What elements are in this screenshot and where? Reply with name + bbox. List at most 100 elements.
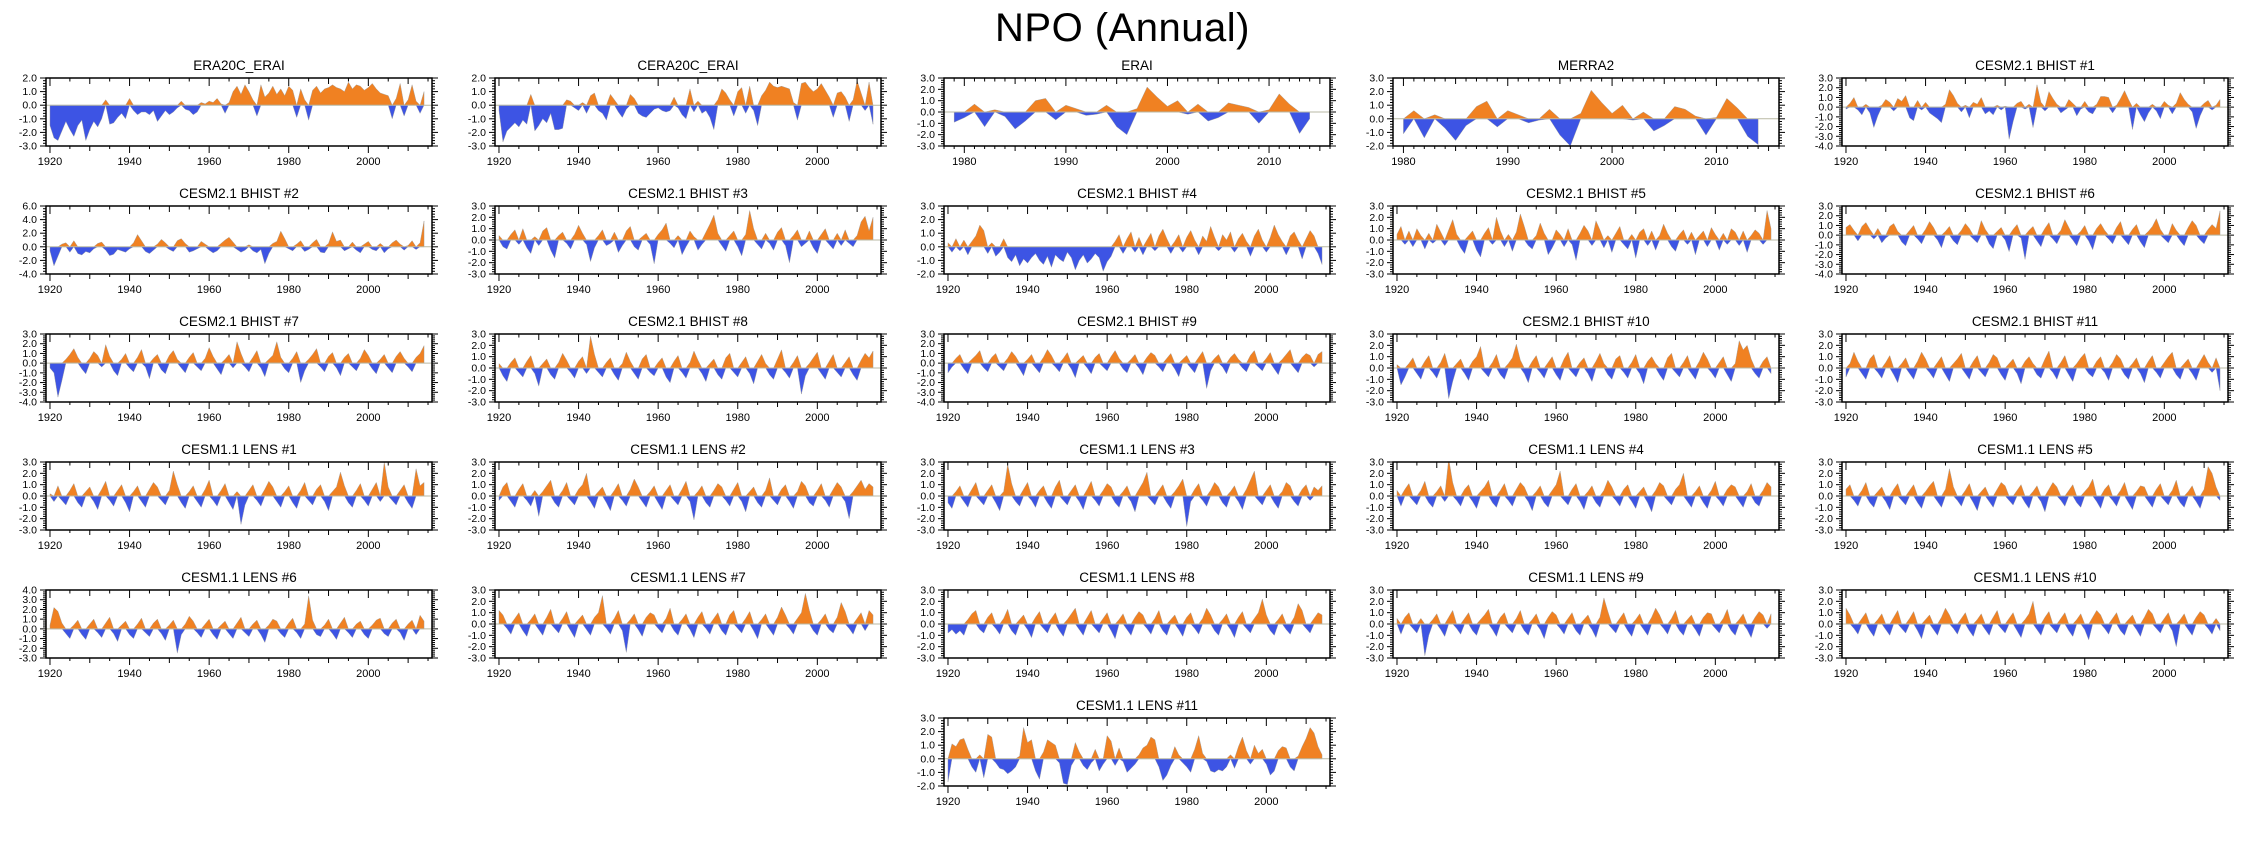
x-axis-tick-label: 1980: [2073, 668, 2097, 680]
x-axis-tick-label: 1980: [2073, 540, 2097, 552]
y-axis-tick-label: 0.0: [22, 358, 37, 370]
x-axis-tick-label: 2000: [1254, 540, 1278, 552]
x-axis-tick-label: 2000: [1703, 668, 1727, 680]
y-axis-tick-label: -2.0: [19, 255, 37, 267]
y-axis-tick-label: 1.0: [920, 479, 935, 491]
y-axis-tick-label: -3.0: [1366, 397, 1384, 409]
positive-anomaly-area: [1402, 89, 1759, 120]
negative-anomaly-area: [1845, 623, 2221, 647]
y-axis-tick-label: 0.0: [471, 619, 486, 631]
positive-anomaly-area: [498, 472, 874, 497]
y-axis-tick-label: 0.0: [1369, 113, 1384, 125]
panel-cesm1-1-lens-1: -3.0 -2.0 -1.0 0.0 1.0 2.0 3.0 1920 1940 1960 1980…: [0, 440, 449, 566]
axis-ticks: [1836, 333, 2234, 409]
x-axis-tick-label: 2010: [1257, 156, 1281, 168]
timeseries-plot: -3.0 -2.0 -1.00.0 1.02.0 1920 1940 1960 1980 200…: [468, 58, 887, 168]
y-axis-tick-label: 0.0: [1818, 102, 1833, 114]
x-axis-tick-label: 1940: [1015, 796, 1039, 808]
x-axis-tick-label: 1920: [936, 668, 960, 680]
x-axis-tick-label: 1920: [1834, 540, 1858, 552]
y-axis-tick-label: -3.0: [19, 525, 37, 537]
x-axis-tick-label: 1980: [277, 156, 301, 168]
y-axis-tick-label: -3.0: [1815, 259, 1833, 271]
axis-ticks: [1387, 333, 1785, 409]
x-axis-tick-label: 1960: [1544, 668, 1568, 680]
plot-border: [943, 333, 1331, 403]
x-axis-tick-label: 1980: [1175, 668, 1199, 680]
y-axis-tick-label: -2.0: [917, 377, 935, 389]
y-axis-tick-label: 2.0: [920, 338, 935, 350]
panel-title: ERAI: [1121, 58, 1153, 73]
positive-anomaly-area: [954, 86, 1310, 113]
y-axis-tick-label: -2.0: [1815, 513, 1833, 525]
axis-ticks: [1387, 589, 1785, 665]
y-axis-tick-label: 0.0: [1818, 363, 1833, 375]
panel-cesm2-1-bhist-10: -3.0 -2.0 -1.0 0.0 1.0 2.0 3.0 1920 1940 1960 1980…: [1347, 312, 1796, 438]
y-axis-tick-label: 3.0: [1369, 585, 1384, 597]
x-axis-tick-label: 1920: [38, 412, 62, 424]
y-axis-tick-label: -1.0: [19, 113, 37, 125]
x-axis-tick-label: 1960: [197, 284, 221, 296]
x-axis-tick-label: 1980: [277, 284, 301, 296]
x-axis-tick-label: 1940: [566, 412, 590, 424]
y-axis-tick-label: -1.0: [1815, 374, 1833, 386]
panel-title: CESM2.1 BHIST #5: [1526, 186, 1646, 201]
y-axis-tick-label: -2.0: [19, 513, 37, 525]
positive-anomaly-area: [49, 340, 425, 364]
y-axis-tick-label: 2.0: [22, 468, 37, 480]
x-axis-tick-label: 1920: [1834, 668, 1858, 680]
axis-ticks: [938, 461, 1336, 537]
x-axis-tick-label: 1940: [1015, 540, 1039, 552]
panel-cera20c-erai: -3.0 -2.0 -1.0 0.0 1.0 2.0 1920 1940 1960 1980 200…: [449, 56, 898, 182]
x-axis-tick-label: 1980: [2073, 284, 2097, 296]
y-axis-tick-label: 1.0: [1369, 351, 1384, 363]
y-axis-tick-label: -1.0: [468, 502, 486, 514]
plot-border: [1841, 205, 2229, 275]
plot-border: [45, 589, 433, 659]
plot-border: [45, 333, 433, 403]
x-axis-tick-label: 1980: [2073, 156, 2097, 168]
axis-ticks: [938, 333, 1336, 409]
y-axis-tick-label: 6.0: [22, 201, 37, 213]
panel-cesm2-1-bhist-11: -3.0 -2.0 -1.0 0.0 1.0 2.0 3.0 1920 1940 1960 1980…: [1796, 312, 2245, 438]
y-axis-tick-label: -3.0: [19, 141, 37, 153]
y-axis-tick-label: 0.0: [920, 241, 935, 253]
x-axis-tick-label: 2000: [805, 284, 829, 296]
y-axis-tick-label: 3.0: [471, 585, 486, 597]
y-axis-tick-label: -2.0: [917, 269, 935, 281]
y-axis-tick-label: 1.0: [920, 348, 935, 360]
x-axis-tick-label: 1920: [487, 412, 511, 424]
y-axis-tick-label: 3.0: [1369, 329, 1384, 341]
panel-cesm1-1-lens-9: -3.0 -2.0 -1.0 0.0 1.0 2.0 3.0 1920 1940 1960 1980…: [1347, 568, 1796, 694]
y-axis-tick-label: -1.0: [917, 630, 935, 642]
negative-anomaly-area: [947, 758, 1323, 785]
panels-grid: -3.0 -2.0 -1.0 0.0 1.0 2.0 1920 1940 1960 1980 200…: [0, 52, 2245, 822]
y-axis-tick-label: 0.0: [1369, 363, 1384, 375]
y-axis-tick-label: -2.0: [1366, 641, 1384, 653]
y-axis-tick-label: -2.0: [1366, 141, 1384, 153]
y-axis-tick-label: 1.0: [471, 479, 486, 491]
y-axis-tick-label: -2.0: [917, 129, 935, 141]
timeseries-plot: -3.0-2.0-1.00.01.02.03.0 1920 1940 1960 1980…: [917, 570, 1336, 680]
y-axis-tick-label: 0.0: [22, 491, 37, 503]
axis-ticks: [938, 205, 1336, 281]
x-axis-tick-label: 1920: [1385, 668, 1409, 680]
negative-anomaly-area: [49, 495, 425, 525]
x-axis-tick-label: 1980: [277, 540, 301, 552]
panel-cesm2-1-bhist-2: -4.0 -2.0 0.0 2.0 4.0 6.0 1920 1940 1960 1980 2000…: [0, 184, 449, 310]
x-axis-tick-label: 1940: [566, 540, 590, 552]
y-axis-tick-label: -2.0: [19, 127, 37, 139]
y-axis-tick-label: -3.0: [1366, 653, 1384, 665]
positive-anomaly-area: [947, 224, 1323, 248]
x-axis-tick-label: 1980: [277, 668, 301, 680]
y-axis-tick-label: 2.0: [471, 73, 486, 85]
x-axis-tick-label: 1960: [646, 668, 670, 680]
y-axis-tick-label: -1.0: [1815, 502, 1833, 514]
timeseries-plot: -3.0-2.0-1.00.01.02.03.0 1920 1940 1960 1980…: [1815, 314, 2234, 424]
x-axis-tick-label: 1940: [1464, 284, 1488, 296]
timeseries-plot: -4.0-3.0-2.0-1.00.01.02.03.0 1920 1940 1960…: [1815, 58, 2234, 168]
plot-border: [45, 205, 433, 275]
panel-cesm2-1-bhist-5: -3.0 -2.0 -1.0 0.0 1.0 2.0 3.0 1920 1940 1960 1980…: [1347, 184, 1796, 310]
y-axis-tick-label: -2.0: [917, 781, 935, 793]
panel-title: CERA20C_ERAI: [637, 58, 738, 73]
